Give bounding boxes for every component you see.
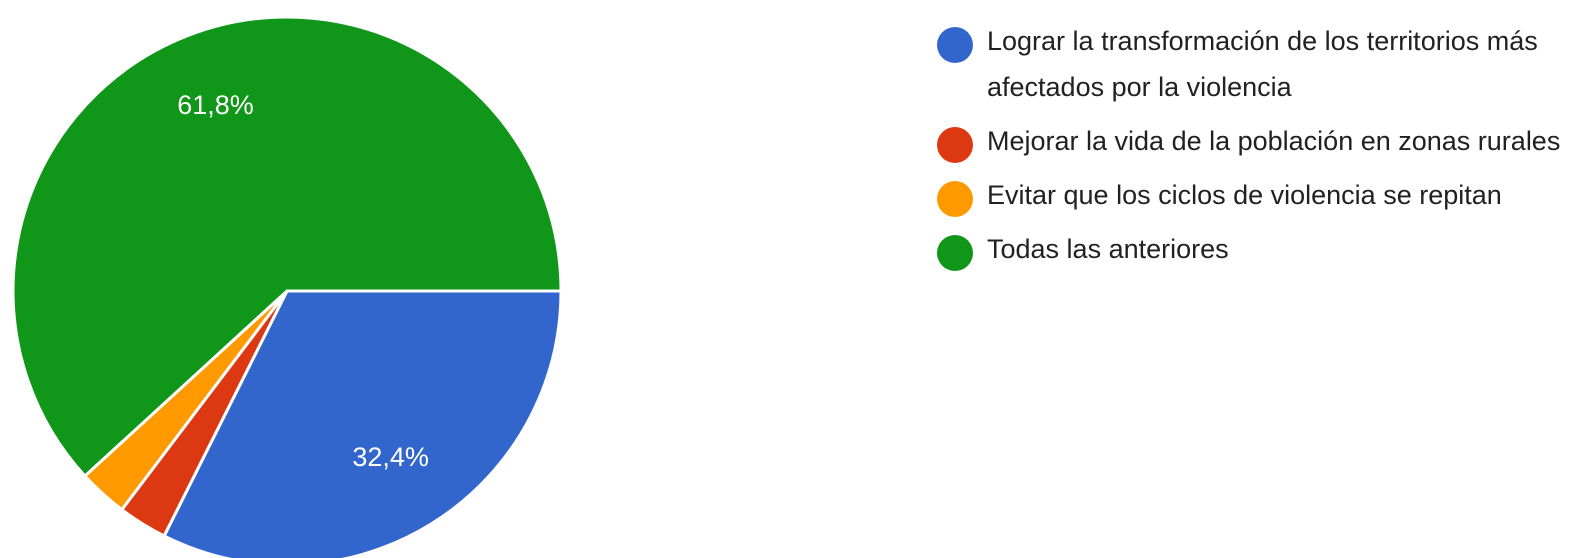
legend-item: Evitar que los ciclos de violencia se re… <box>934 172 1569 218</box>
legend-item: Lograr la transformación de los territor… <box>934 18 1569 110</box>
pie-slice <box>162 289 563 558</box>
legend-swatch <box>937 127 973 163</box>
data-label: 32,4% <box>352 442 429 472</box>
data-label: 61,8% <box>177 90 254 120</box>
legend-label: Todas las anteriores <box>987 234 1229 264</box>
legend-swatch <box>937 181 973 217</box>
pie-slice <box>11 15 563 479</box>
legend-swatch <box>937 235 973 271</box>
legend: Lograr la transformación de los territor… <box>934 18 1569 280</box>
legend-label: Mejorar la vida de la población en zonas… <box>987 126 1561 156</box>
legend-label: Lograr la transformación de los territor… <box>987 26 1538 102</box>
legend-item: Mejorar la vida de la población en zonas… <box>934 118 1569 164</box>
legend-label: Evitar que los ciclos de violencia se re… <box>987 180 1502 210</box>
legend-swatch <box>937 27 973 63</box>
legend-item: Todas las anteriores <box>934 226 1569 272</box>
